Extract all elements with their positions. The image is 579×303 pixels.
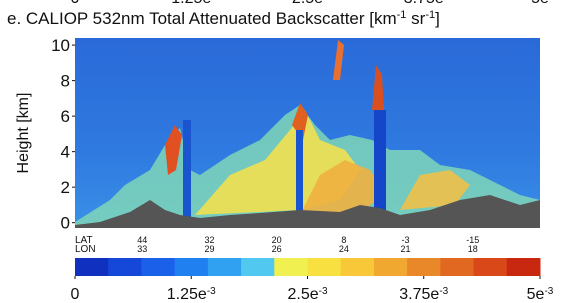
colorbar-tick-label: 3.75e-3 <box>399 286 448 303</box>
colorbar-tick-base: 3.75e <box>399 286 439 303</box>
y-axis-label: Height [km] <box>15 93 32 174</box>
y-tick-label: 2 <box>61 178 70 197</box>
colorbar-tick-label: 2.5e-3 <box>287 286 327 303</box>
colorbar-tick-exponent: -3 <box>439 286 448 297</box>
cropped-label: 0 <box>71 0 80 7</box>
lon-label: LON <box>75 244 96 255</box>
colorbar-cell <box>208 258 242 276</box>
cropped-label: 5e <box>531 0 549 7</box>
colorbar-cell <box>374 258 408 276</box>
lon-tick-label: 18 <box>468 244 478 254</box>
colorbar-cell <box>341 258 375 276</box>
colorbar-tick-label: 0 <box>71 286 80 303</box>
cropped-label: 1.25e <box>171 0 211 7</box>
colorbar-cell <box>507 258 541 276</box>
colorbar-cell <box>75 258 109 276</box>
colorbar-cell <box>474 258 508 276</box>
lon-tick-label: 29 <box>204 244 214 254</box>
y-tick-label: 4 <box>61 143 70 162</box>
title-part: -1 <box>425 9 435 21</box>
colorbar-tick-base: 5e <box>527 286 545 303</box>
lon-tick-label: 26 <box>272 244 282 254</box>
title-part: e. CALIOP 532nm Total Attenuated Backsca… <box>7 9 397 28</box>
cropped-label: 3.75e <box>404 0 444 7</box>
colorbar-cell <box>308 258 342 276</box>
lon-tick-label: 33 <box>137 244 147 254</box>
title-part: sr <box>406 9 425 28</box>
colorbar-cell <box>440 258 474 276</box>
colorbar-tick-base: 2.5e <box>287 286 318 303</box>
colorbar-tick-base: 1.25e <box>167 286 207 303</box>
colorbar-tick-label: 5e-3 <box>527 286 554 303</box>
signal-shadow <box>296 130 303 220</box>
lon-tick-label: 21 <box>401 244 411 254</box>
colorbar-cell <box>274 258 308 276</box>
cropped-label: 2.5e <box>292 0 323 7</box>
colorbar-tick-exponent: -3 <box>207 286 216 297</box>
signal-shadow <box>183 120 191 220</box>
chart-title: e. CALIOP 532nm Total Attenuated Backsca… <box>7 9 440 28</box>
lon-tick-label: 24 <box>339 244 349 254</box>
y-tick-label: 10 <box>51 36 70 55</box>
colorbar-cell <box>407 258 441 276</box>
colorbar-cell <box>108 258 142 276</box>
y-tick-label: 0 <box>61 214 70 233</box>
colorbar-tick-exponent: -3 <box>319 286 328 297</box>
title-part: -1 <box>397 9 407 21</box>
colorbar-tick-exponent: -3 <box>544 286 553 297</box>
colorbar-cell <box>241 258 275 276</box>
backscatter-image <box>75 38 540 228</box>
colorbar-tick-label: 1.25e-3 <box>167 286 216 303</box>
signal-shadow <box>374 110 386 215</box>
y-tick-label: 8 <box>61 72 70 91</box>
title-part: ] <box>435 9 440 28</box>
y-tick-label: 6 <box>61 107 70 126</box>
colorbar-cell <box>141 258 175 276</box>
colorbar-cell <box>175 258 209 276</box>
colorbar-tick-base: 0 <box>71 286 80 303</box>
figure: 01.25e-32.5e-33.75e-35e-3 01.25e2.5e3.75… <box>0 0 579 303</box>
